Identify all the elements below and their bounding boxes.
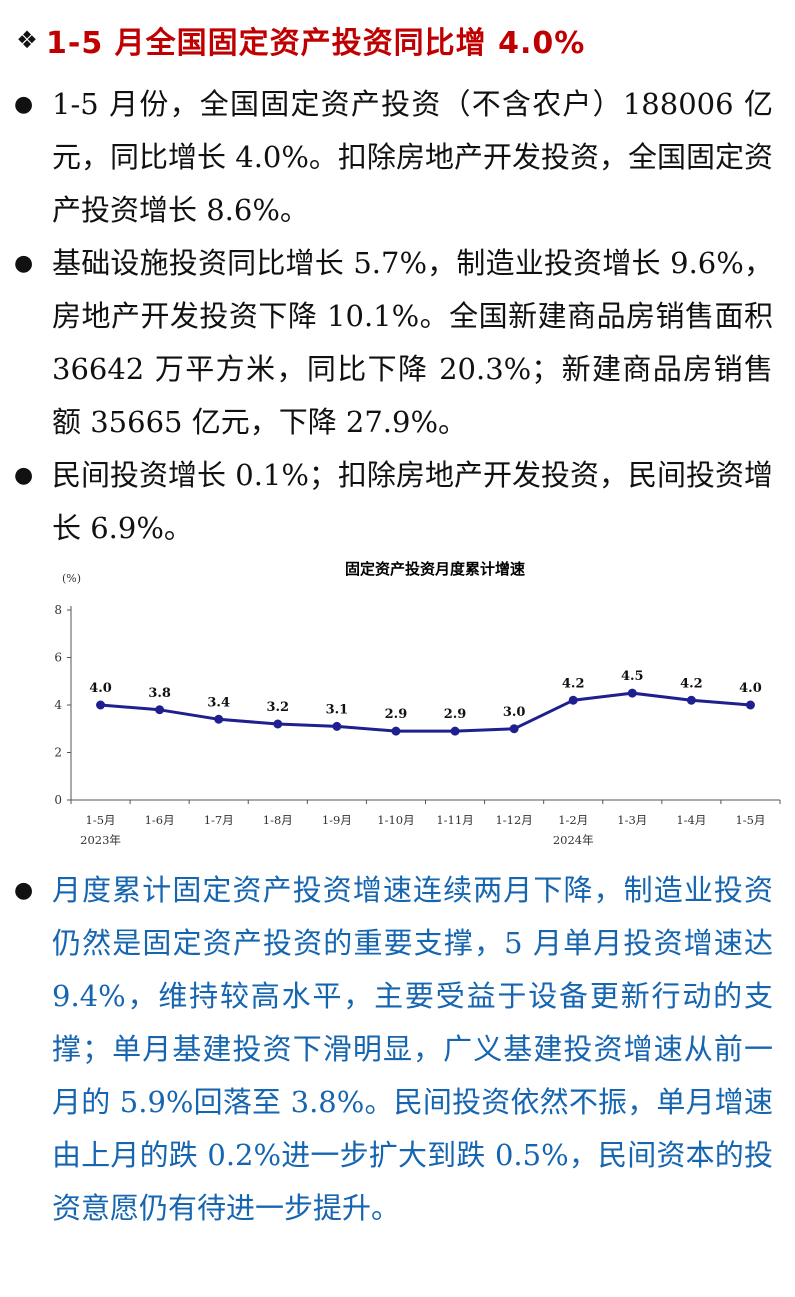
- heading-text: 1-5 月全国固定资产投资同比增 4.0%: [46, 26, 586, 61]
- x-tick-label: 1-9月: [322, 813, 352, 827]
- bullet-dot-icon: ●: [14, 463, 34, 488]
- bullet-text: 基础设施投资同比增长 5.7%，制造业投资增长 9.6%，房地产开发投资下降 1…: [52, 246, 773, 439]
- bullet-list-top: ● 1-5 月份，全国固定资产投资（不含农户）188006 亿元，同比增长 4.…: [0, 78, 795, 555]
- data-point: [96, 700, 106, 710]
- data-label: 3.2: [266, 700, 289, 715]
- bullet-dot-icon: ●: [14, 251, 34, 276]
- chart-title: 固定资产投资月度累计增速: [345, 560, 525, 578]
- y-tick-label: 2: [54, 746, 62, 760]
- x-tick-label: 1-5月: [735, 813, 765, 827]
- bullet-text: 月度累计固定资产投资增速连续两月下降，制造业投资仍然是固定资产投资的重要支撑，5…: [52, 873, 773, 1225]
- x-year-label: 2023年: [80, 833, 121, 847]
- y-axis-unit: (%): [62, 572, 81, 585]
- x-tick-label: 1-10月: [377, 813, 414, 827]
- bullet-dot-icon: ●: [14, 878, 34, 903]
- bullet-item: ● 民间投资增长 0.1%；扣除房地产开发投资，民间投资增长 6.9%。: [0, 449, 795, 555]
- data-label: 4.2: [562, 676, 585, 691]
- y-tick-label: 0: [54, 793, 62, 807]
- bullet-item: ● 1-5 月份，全国固定资产投资（不含农户）188006 亿元，同比增长 4.…: [0, 78, 795, 237]
- y-tick-label: 4: [54, 698, 62, 712]
- y-tick-label: 8: [54, 603, 62, 617]
- data-label: 4.5: [621, 669, 644, 684]
- data-point: [450, 726, 460, 736]
- bullet-text: 民间投资增长 0.1%；扣除房地产开发投资，民间投资增长 6.9%。: [52, 458, 773, 545]
- data-point: [509, 724, 519, 734]
- data-label: 3.8: [148, 686, 171, 701]
- series-line: [100, 691, 751, 733]
- data-point: [686, 695, 696, 705]
- x-tick-label: 1-3月: [617, 813, 647, 827]
- data-point: [745, 700, 755, 710]
- y-tick-label: 6: [54, 651, 62, 665]
- data-point: [273, 719, 283, 729]
- bullet-item: ● 月度累计固定资产投资增速连续两月下降，制造业投资仍然是固定资产投资的重要支撑…: [0, 864, 795, 1235]
- diamond-bullet-icon: ❖: [16, 26, 38, 54]
- x-tick-label: 1-5月: [86, 813, 116, 827]
- data-point: [568, 695, 578, 705]
- data-label: 3.0: [503, 705, 526, 720]
- data-label: 4.0: [739, 681, 762, 696]
- x-tick-label: 1-8月: [263, 813, 293, 827]
- chart-plot-area: 0 2 4 6 8 1-5月 1-6月 1-7月 1-8月 1-9月 1-10月 1-11月 1-12月…: [54, 603, 781, 847]
- data-label: 4.0: [89, 681, 112, 696]
- data-point: [391, 726, 401, 736]
- heading: ❖ 1-5 月全国固定资产投资同比增 4.0%: [8, 14, 788, 66]
- data-label: 2.9: [385, 707, 408, 722]
- data-label: 4.2: [680, 676, 703, 691]
- bullet-list-bottom: ● 月度累计固定资产投资增速连续两月下降，制造业投资仍然是固定资产投资的重要支撑…: [0, 864, 795, 1235]
- data-point: [155, 705, 165, 715]
- data-label: 3.1: [326, 702, 349, 717]
- x-tick-label: 1-7月: [204, 813, 234, 827]
- data-label: 3.4: [207, 695, 230, 710]
- bullet-text: 1-5 月份，全国固定资产投资（不含农户）188006 亿元，同比增长 4.0%…: [52, 87, 773, 227]
- data-point: [214, 714, 224, 724]
- x-tick-label: 1-4月: [676, 813, 706, 827]
- fixed-asset-investment-line-chart: 固定资产投资月度累计增速 (%) 0 2 4 6 8 1-5月 1-6月 1-7月 1-8月 1-…: [54, 560, 781, 847]
- x-tick-label: 1-12月: [495, 813, 532, 827]
- data-point: [332, 721, 342, 731]
- data-point: [627, 688, 637, 698]
- bullet-item: ● 基础设施投资同比增长 5.7%，制造业投资增长 9.6%，房地产开发投资下降…: [0, 237, 795, 449]
- x-tick-label: 1-2月: [558, 813, 588, 827]
- data-label: 2.9: [444, 707, 467, 722]
- x-year-label: 2024年: [553, 833, 594, 847]
- x-tick-label: 1-6月: [145, 813, 175, 827]
- x-tick-label: 1-11月: [436, 813, 473, 827]
- bullet-dot-icon: ●: [14, 92, 34, 117]
